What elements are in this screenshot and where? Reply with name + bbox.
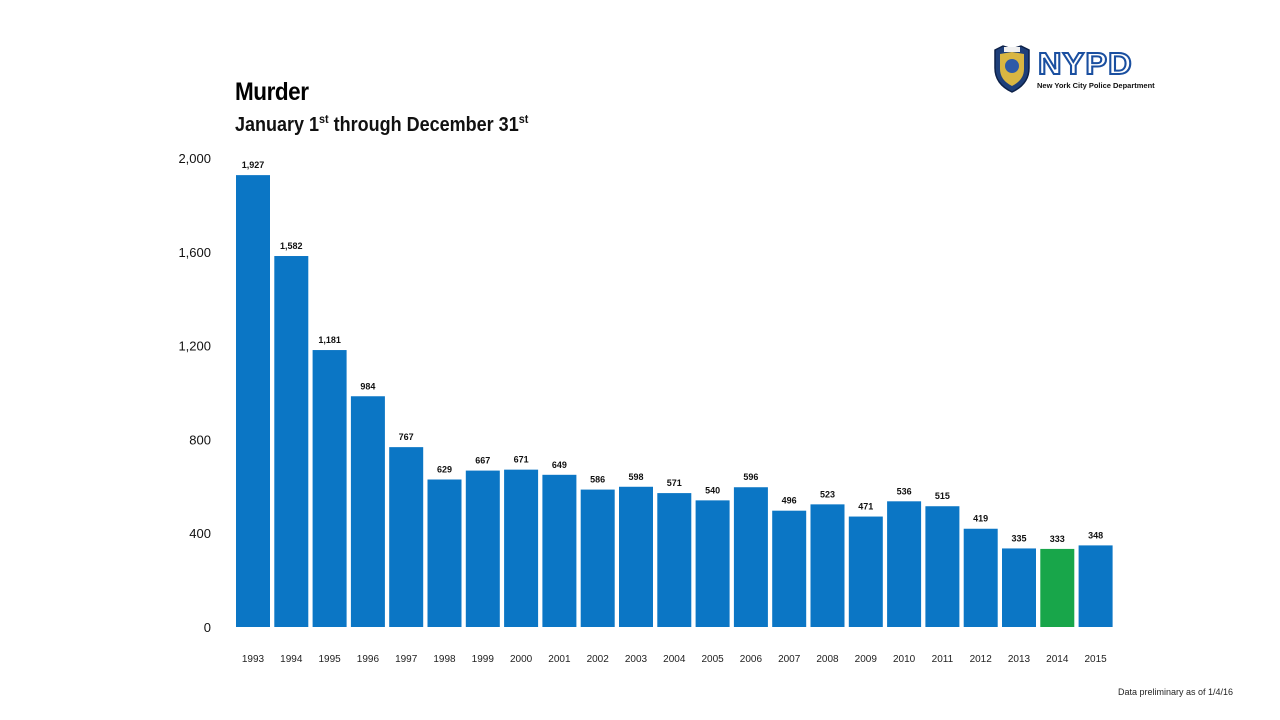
data-label-1993: 1,927 — [242, 160, 265, 170]
x-tick-label-2000: 2000 — [510, 654, 533, 665]
subtitle-superscript-1: st — [319, 112, 329, 126]
data-label-2008: 523 — [820, 489, 835, 499]
chart-subtitle: January 1st through December 31st — [235, 112, 528, 137]
x-tick-label-1997: 1997 — [395, 654, 418, 665]
data-label-1994: 1,582 — [280, 241, 303, 251]
data-label-2010: 536 — [897, 486, 912, 496]
data-label-2013: 335 — [1011, 533, 1026, 543]
bar-1998 — [427, 479, 462, 627]
data-label-2004: 571 — [667, 478, 682, 488]
y-tick-label: 400 — [189, 526, 211, 541]
x-tick-label-1994: 1994 — [280, 654, 303, 665]
data-label-2007: 496 — [782, 496, 797, 506]
data-label-2012: 419 — [973, 514, 988, 524]
bar-2003 — [619, 486, 653, 627]
x-tick-label-2006: 2006 — [740, 654, 763, 665]
bar-2008 — [810, 504, 845, 627]
x-tick-label-2004: 2004 — [663, 654, 686, 665]
bar-1994 — [274, 256, 309, 627]
y-tick-label: 0 — [204, 620, 211, 635]
data-label-2009: 471 — [858, 502, 873, 512]
x-tick-label-1996: 1996 — [357, 654, 380, 665]
x-tick-label-2007: 2007 — [778, 654, 801, 665]
data-label-1999: 667 — [475, 456, 490, 466]
y-tick-label: 1,600 — [178, 245, 211, 260]
bar-2000 — [504, 469, 539, 627]
x-tick-label-2012: 2012 — [970, 654, 993, 665]
data-label-1995: 1,181 — [318, 335, 341, 345]
bar-2001 — [542, 474, 577, 627]
data-label-2005: 540 — [705, 485, 720, 495]
data-label-2002: 586 — [590, 475, 605, 485]
x-tick-label-1999: 1999 — [472, 654, 495, 665]
data-label-2015: 348 — [1088, 530, 1103, 540]
x-tick-label-2003: 2003 — [625, 654, 648, 665]
data-label-1996: 984 — [360, 381, 375, 391]
police-shield-icon — [994, 45, 1030, 93]
bar-1995 — [312, 350, 347, 627]
x-tick-label-2014: 2014 — [1046, 654, 1069, 665]
bar-2012 — [963, 528, 998, 627]
bar-1999 — [465, 470, 500, 627]
y-tick-label: 1,200 — [178, 339, 211, 354]
x-tick-label-2005: 2005 — [701, 654, 724, 665]
data-label-2014: 333 — [1050, 534, 1065, 544]
bar-1996 — [350, 396, 385, 627]
x-tick-label-2013: 2013 — [1008, 654, 1031, 665]
x-tick-label-1993: 1993 — [242, 654, 265, 665]
x-tick-label-1995: 1995 — [318, 654, 341, 665]
data-label-1998: 629 — [437, 464, 452, 474]
x-tick-label-2011: 2011 — [932, 654, 954, 665]
bar-2006 — [733, 487, 768, 627]
x-tick-label-2008: 2008 — [816, 654, 839, 665]
logo-tagline: New York City Police Department — [1037, 81, 1155, 90]
bar-2007 — [772, 510, 807, 627]
bar-2005 — [695, 500, 730, 627]
footnote: Data preliminary as of 1/4/16 — [1118, 687, 1234, 697]
subtitle-part-2: through December 31 — [328, 114, 519, 136]
x-tick-label-1998: 1998 — [433, 654, 456, 665]
x-tick-label-2015: 2015 — [1084, 654, 1107, 665]
x-tick-label-2002: 2002 — [587, 654, 610, 665]
bar-1993 — [236, 175, 270, 627]
x-tick-label-2010: 2010 — [893, 654, 916, 665]
data-label-2006: 596 — [743, 472, 758, 482]
bar-2014 — [1040, 548, 1075, 627]
bar-1997 — [389, 447, 424, 627]
y-tick-label: 800 — [189, 432, 211, 447]
x-tick-label-2001: 2001 — [548, 654, 571, 665]
data-label-1997: 767 — [399, 432, 414, 442]
bar-2015 — [1078, 545, 1113, 627]
data-label-2001: 649 — [552, 460, 567, 470]
x-tick-label-2009: 2009 — [855, 654, 878, 665]
chart-title: Murder — [235, 78, 309, 106]
bar-2010 — [887, 501, 922, 627]
bar-2011 — [925, 506, 960, 627]
subtitle-part-1: January 1 — [235, 114, 320, 136]
data-label-2011: 515 — [935, 491, 950, 501]
bar-2002 — [580, 489, 615, 627]
subtitle-superscript-2: st — [518, 112, 529, 126]
logo-wordmark: NYPD — [1037, 45, 1133, 82]
data-label-2003: 598 — [628, 472, 643, 482]
bar-2009 — [848, 516, 883, 627]
y-tick-label: 2,000 — [178, 151, 211, 166]
data-label-2000: 671 — [514, 455, 529, 465]
bar-2013 — [1002, 548, 1036, 627]
bar-2004 — [657, 493, 692, 627]
